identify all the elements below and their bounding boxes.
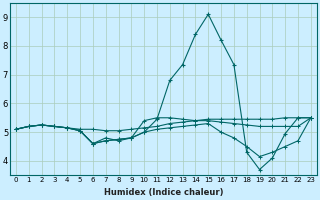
X-axis label: Humidex (Indice chaleur): Humidex (Indice chaleur) <box>104 188 223 197</box>
